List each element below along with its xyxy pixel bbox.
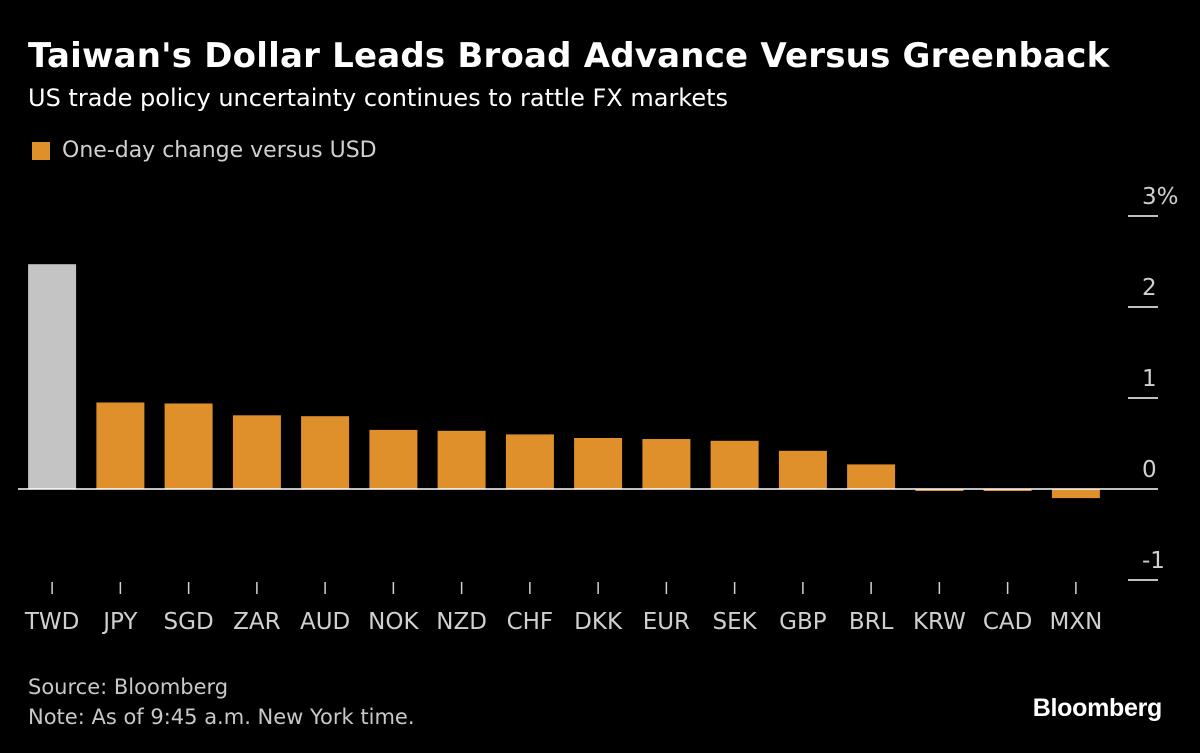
bar-gbp — [778, 450, 827, 489]
x-tick-label: GBP — [779, 609, 827, 635]
y-tick-label: 2 — [1142, 275, 1157, 301]
bar-jpy — [96, 402, 145, 489]
y-tick-label: 1 — [1142, 366, 1157, 392]
bar-aud — [301, 416, 350, 489]
x-tick-label: KRW — [913, 609, 966, 635]
bar-eur — [642, 439, 691, 489]
bar-krw — [915, 489, 964, 491]
y-tick-label: 0 — [1142, 457, 1157, 483]
x-tick-label: EUR — [643, 609, 690, 635]
x-tick-label: CHF — [507, 609, 554, 635]
x-axis: TWD JPY SGD ZAR AUD NOK NZD CHF DKK EUR SEK GBP BRL K… — [24, 582, 1102, 635]
bloomberg-logo: Bloomberg — [1032, 694, 1163, 722]
x-tick-label: ZAR — [233, 609, 280, 635]
chart-title: Taiwan's Dollar Leads Broad Advance Vers… — [28, 36, 1110, 76]
bar-sek — [710, 440, 759, 489]
bar-mxn — [1051, 489, 1100, 499]
x-tick-label: MXN — [1049, 609, 1102, 635]
source-note: Source: Bloomberg — [28, 675, 229, 699]
x-tick-label: AUD — [300, 609, 350, 635]
bars-layer — [28, 264, 1100, 499]
x-tick-label: NOK — [368, 609, 419, 635]
y-tick-label: 3% — [1142, 184, 1179, 210]
y-tick-label: -1 — [1142, 548, 1165, 574]
y-axis: -1 0 1 2 3% — [1128, 184, 1179, 581]
x-tick-label: BRL — [849, 609, 894, 635]
bar-zar — [232, 415, 281, 489]
x-tick-label: TWD — [24, 609, 80, 635]
time-note: Note: As of 9:45 a.m. New York time. — [28, 705, 415, 729]
x-tick-label: SEK — [713, 609, 758, 635]
x-tick-label: NZD — [436, 609, 487, 635]
bar-sgd — [164, 403, 213, 489]
legend: One-day change versus USD — [32, 138, 377, 163]
x-tick-label: JPY — [101, 609, 138, 635]
x-tick-label: DKK — [574, 609, 623, 635]
bar-dkk — [574, 438, 623, 489]
x-tick-label: SGD — [164, 609, 214, 635]
bar-nzd — [437, 430, 486, 489]
bar-nok — [369, 429, 418, 489]
bar-twd — [28, 264, 77, 489]
legend-swatch — [32, 141, 50, 160]
chart-subtitle: US trade policy uncertainty continues to… — [28, 84, 729, 112]
x-tick-label: CAD — [983, 609, 1033, 635]
bar-cad — [983, 489, 1032, 491]
legend-label: One-day change versus USD — [62, 138, 377, 163]
bar-brl — [847, 464, 896, 489]
footer: Source: Bloomberg Note: As of 9:45 a.m. … — [28, 672, 415, 732]
bar-chf — [505, 434, 554, 489]
